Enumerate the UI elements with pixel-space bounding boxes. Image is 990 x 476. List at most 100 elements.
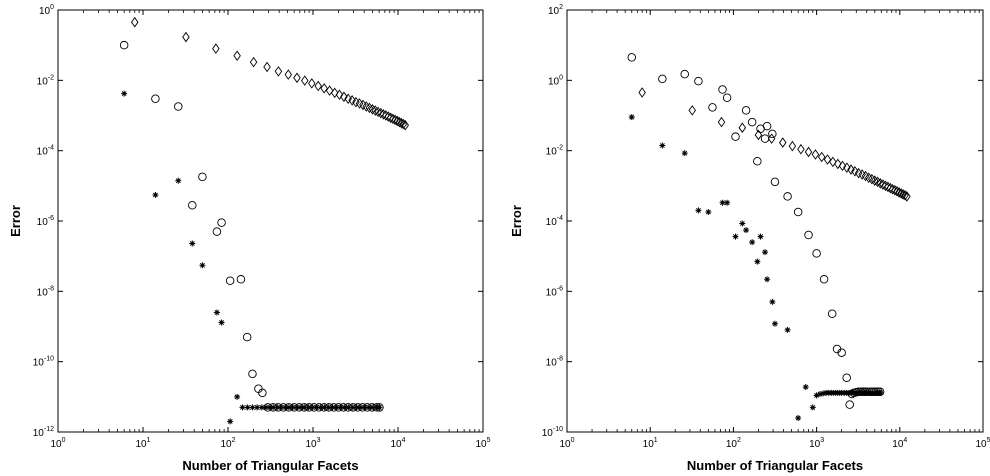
circle-marker <box>248 369 257 379</box>
diamond-marker <box>362 101 371 112</box>
circle-marker <box>804 230 813 240</box>
diamond-marker <box>377 107 385 119</box>
diamond-marker <box>263 61 271 73</box>
y-tick-label: 100 <box>39 4 54 17</box>
asterisk-marker <box>218 319 225 326</box>
diamond-marker <box>395 116 404 128</box>
asterisk-marker <box>817 391 824 398</box>
asterisk-marker <box>795 415 802 422</box>
diamond-marker <box>325 85 334 96</box>
diamond-marker <box>249 56 258 68</box>
diamond-marker <box>274 66 283 77</box>
circle-marker <box>760 134 770 143</box>
x-tick-label: 102 <box>220 437 235 450</box>
data-marks <box>627 53 911 422</box>
asterisk-marker <box>189 240 196 247</box>
circle-marker <box>819 275 829 284</box>
diamond-marker <box>401 119 409 131</box>
circle-marker <box>842 373 851 382</box>
y-tick-label: 10-8 <box>37 285 54 298</box>
circle-marker <box>225 276 235 285</box>
x-tick-label: 105 <box>975 437 990 450</box>
y-tick-label: 10-10 <box>33 356 54 369</box>
circle-marker <box>627 53 636 62</box>
diamond-marker <box>638 87 646 98</box>
asterisk-marker <box>289 404 296 411</box>
circle-marker <box>845 400 854 409</box>
asterisk-marker <box>762 249 769 256</box>
circle-marker <box>793 207 803 217</box>
diamond-marker <box>738 122 747 133</box>
x-axis-title: Number of Triangular Facets <box>182 458 358 473</box>
asterisk-marker <box>681 150 688 157</box>
x-axis-title: Number of Triangular Facets <box>687 458 863 473</box>
asterisk-marker <box>743 227 750 234</box>
diamond-marker <box>371 105 380 116</box>
circle-marker <box>680 69 689 79</box>
diamond-marker <box>688 105 696 116</box>
diamond-marker <box>314 80 322 92</box>
diamond-marker <box>888 183 897 195</box>
circle-marker <box>708 103 717 112</box>
asterisk-marker <box>769 298 776 305</box>
circle-marker <box>658 74 667 84</box>
asterisk-marker <box>274 404 281 411</box>
asterisk-marker <box>270 404 277 411</box>
diamond-marker <box>344 93 352 104</box>
circle-marker <box>151 94 160 103</box>
circle-marker <box>731 132 740 141</box>
asterisk-marker <box>325 404 332 411</box>
asterisk-marker <box>199 262 206 269</box>
y-tick-label: 102 <box>548 4 563 17</box>
asterisk-marker <box>365 404 372 411</box>
circle-marker <box>694 76 703 86</box>
diamond-marker <box>368 104 377 115</box>
y-tick-label: 10-12 <box>33 426 54 439</box>
diamond-marker <box>901 189 909 201</box>
plot-area-frame <box>566 9 984 433</box>
diamond-marker <box>717 116 726 128</box>
asterisk-marker <box>329 404 336 411</box>
y-tick-label: 100 <box>548 74 563 87</box>
diamond-marker <box>779 137 787 148</box>
diamond-marker <box>131 16 139 28</box>
x-tick-label: 105 <box>475 437 490 450</box>
circle-marker <box>747 117 757 127</box>
diamond-marker <box>374 106 382 118</box>
asterisk-marker <box>754 258 761 265</box>
circle-marker <box>217 218 226 227</box>
asterisk-marker <box>313 404 320 411</box>
data-marks <box>119 16 409 425</box>
axis-ticks: 100 101 102 103 104 105 10-12 10-10 10-8 10-6 10-4… <box>33 4 491 450</box>
asterisk-marker <box>266 404 273 411</box>
diamond-marker <box>301 75 309 86</box>
asterisk-marker <box>659 142 666 149</box>
diamond-marker <box>391 114 399 126</box>
asterisk-marker <box>294 404 301 411</box>
x-tick-label: 102 <box>726 437 741 450</box>
y-tick-label: 10-6 <box>546 285 563 298</box>
asterisk-marker <box>263 404 270 411</box>
asterisk-marker <box>820 390 827 397</box>
asterisk-marker <box>152 191 159 198</box>
asterisk-marker <box>244 404 251 411</box>
diamond-marker <box>858 169 866 180</box>
asterisk-marker <box>345 404 352 411</box>
asterisk-marker <box>732 233 739 240</box>
asterisk-marker <box>771 320 778 327</box>
y-tick-label: 10-4 <box>37 145 54 158</box>
diamond-marker <box>886 182 895 194</box>
asterisk-marker <box>213 309 220 316</box>
asterisk-marker <box>361 404 368 411</box>
asterisk-marker <box>239 404 246 411</box>
diamond-marker <box>829 156 837 168</box>
x-tick-label: 103 <box>305 437 320 450</box>
diamond-marker <box>233 50 241 62</box>
diamond-marker <box>868 173 876 185</box>
diamond-marker <box>881 180 890 192</box>
asterisk-marker <box>719 199 726 206</box>
x-tick-label: 101 <box>643 437 658 450</box>
y-tick-label: 10-2 <box>37 74 54 87</box>
asterisk-marker <box>227 418 234 425</box>
asterisk-marker <box>121 90 128 97</box>
